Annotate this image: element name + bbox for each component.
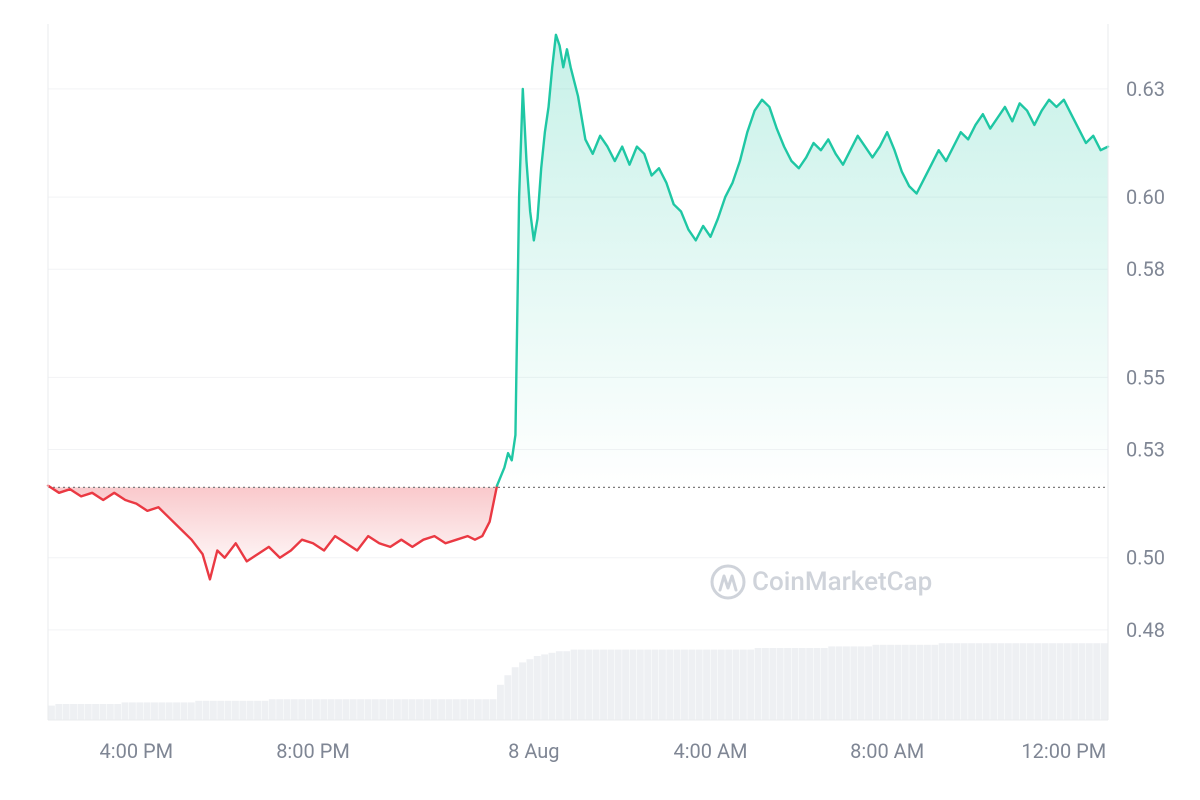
y-tick-label: 0.55 — [1126, 365, 1165, 389]
y-tick-label: 0.53 — [1126, 438, 1165, 462]
watermark-text: CoinMarketCap — [752, 567, 932, 597]
x-tick-label: 12:00 PM — [1021, 739, 1106, 763]
y-tick-label: 0.60 — [1126, 185, 1165, 209]
volume-bars — [48, 643, 1108, 720]
x-tick-label: 4:00 PM — [100, 739, 174, 763]
y-axis-labels: 0.48 0.50 0.53 0.55 0.58 0.60 0.63 — [1126, 77, 1165, 642]
price-area — [48, 35, 1108, 580]
x-tick-label: 4:00 AM — [673, 739, 747, 763]
y-tick-label: 0.58 — [1126, 257, 1165, 281]
y-tick-label: 0.50 — [1126, 546, 1165, 570]
y-tick-label: 0.48 — [1126, 618, 1165, 642]
x-axis-labels: 4:00 PM 8:00 PM 8 Aug 4:00 AM 8:00 AM 12:00 P… — [100, 739, 1107, 763]
y-tick-label: 0.63 — [1126, 77, 1165, 101]
x-tick-label: 8:00 PM — [276, 739, 350, 763]
price-chart[interactable]: CoinMarketCap 0.480.500.530.550.580.600.… — [0, 0, 1200, 800]
x-tick-label: 8 Aug — [508, 739, 559, 763]
x-tick-label: 8:00 AM — [850, 739, 924, 763]
chart-svg: CoinMarketCap 0.480.500.530.550.580.600.… — [0, 0, 1200, 800]
watermark: CoinMarketCap — [712, 566, 932, 598]
